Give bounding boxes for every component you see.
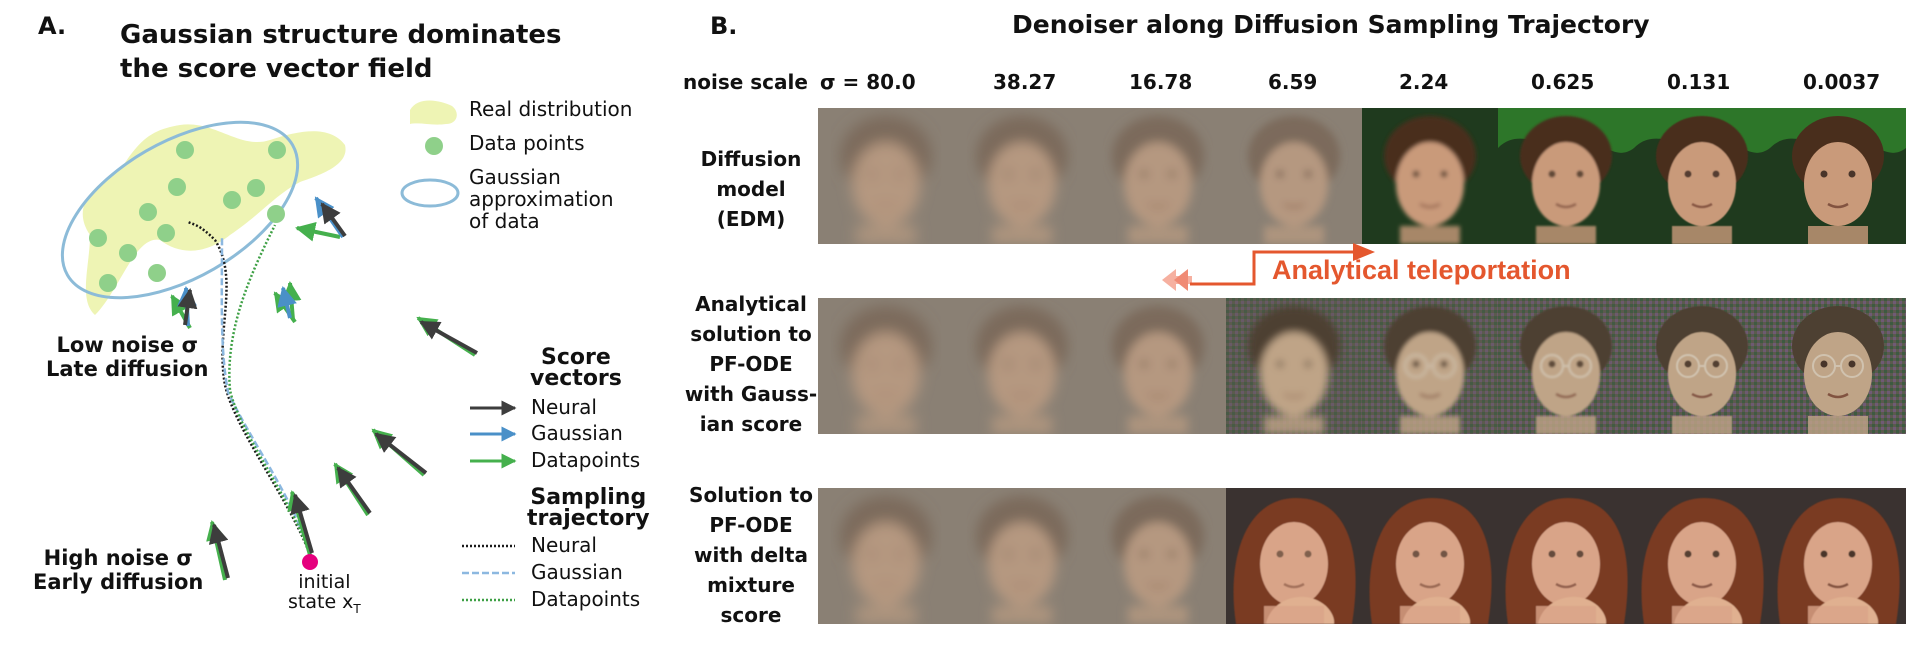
sigma-label: 0.625 [1531,70,1595,94]
initial-state-dot [302,554,318,570]
legend-score-datapoints: Datapoints [531,448,641,472]
sigma-label: 6.59 [1268,70,1318,94]
denoised-image-row2-col7 [1634,298,1770,434]
trajectory-datapoints [228,224,312,556]
high-noise-line1: High noise σ [43,546,193,570]
denoised-image-row2-col3 [1090,298,1226,434]
sampling-trajectory-heading: Sampling trajectory [527,485,650,531]
denoised-image-row2-col8 [1770,298,1906,434]
panel-a-diagram [60,100,517,602]
row-label-edm-line1: Diffusion [700,147,802,171]
denoised-image-row1-col6 [1498,108,1634,244]
row-label-delta-line1: Solution to [689,483,813,507]
row-label-gaussian-line5: ian score [699,412,803,436]
denoised-image-row1-col5 [1362,108,1498,244]
legend-traj-neural-label: Neural [531,533,597,557]
sampling-trajectory-heading-line1: Sampling [530,485,647,510]
panel-a-title: Gaussian structure dominates the score v… [120,18,562,86]
denoised-image-row1-col2 [954,108,1090,244]
gaussian-ellipse [60,120,300,300]
legend-gaussian-approx: Gaussian approximation of data [469,166,614,232]
initial-state-line1: initial [298,571,351,593]
legend-gaussian-approx-line3: of data [469,209,540,233]
denoised-image-row3-col8 [1770,488,1906,624]
row-label-edm-line2: model [716,177,786,201]
panel-b-title: Denoiser along Diffusion Sampling Trajec… [1012,10,1650,39]
denoised-image-row3-col4 [1226,488,1362,624]
legend-gaussian-approx-line1: Gaussian [469,165,561,189]
initial-state-label: initial state xT [288,572,361,619]
denoised-image-row2-col4 [1226,298,1362,434]
sigma-label: 2.24 [1399,70,1449,94]
legend-real-distribution-swatch [410,100,457,125]
row-label-gaussian-line4: with Gauss- [684,382,818,406]
sigma-label: 16.78 [1129,70,1193,94]
row-label-delta: Solution to PF-ODE with delta mixture sc… [672,480,830,630]
row-label-gaussian-line3: PF-ODE [709,352,793,376]
denoised-image-row3-col7 [1634,488,1770,624]
denoised-image-row1-col8 [1770,108,1906,244]
denoised-image-row2-col2 [954,298,1090,434]
legend-score-gaussian: Gaussian [531,421,623,445]
row-label-gaussian-line2: solution to [690,322,812,346]
panel-a-title-line2: the score vector field [120,54,433,84]
legend-data-point-swatch [425,137,443,155]
denoised-image-row3-col3 [1090,488,1226,624]
denoised-image-row2-col6 [1498,298,1634,434]
denoised-image-row3-col2 [954,488,1090,624]
data-points [89,141,286,292]
score-vectors-heading-line2: vectors [530,366,622,391]
legend-ellipse-swatch [400,178,460,208]
score-vector-field [170,196,478,581]
denoised-image-row1-col3 [1090,108,1226,244]
legend-data-points: Data points [469,131,585,155]
sigma-label: 38.27 [993,70,1057,94]
row-label-edm: Diffusion model (EDM) [672,144,830,234]
row-label-gaussian-line1: Analytical [695,292,807,316]
low-noise-line2: Late diffusion [46,357,209,381]
row-label-delta-line3: with delta [694,543,808,567]
noise-scale-label: noise scale [683,70,808,94]
panel-b-letter: B. [710,12,738,40]
denoised-image-row2-col5 [1362,298,1498,434]
high-noise-label: High noise σ Early diffusion [33,546,203,594]
row-label-delta-line2: PF-ODE [709,513,793,537]
sigma-label: 0.0037 [1803,70,1881,94]
sigma-label: 0.131 [1667,70,1731,94]
real-distribution-blob [82,124,346,315]
denoised-image-row3-col6 [1498,488,1634,624]
initial-state-line2: state xT [288,592,361,619]
sigma-label: σ = 80.0 [820,70,916,94]
legend-traj-datapoints-label: Datapoints [531,587,641,611]
initial-state-line2-text: state x [288,591,354,613]
row-label-delta-line4: mixture [707,573,795,597]
legend-real-distribution: Real distribution [469,97,633,121]
denoised-image-row1-col4 [1226,108,1362,244]
high-noise-line2: Early diffusion [33,570,204,594]
legend-traj-gaussian-label: Gaussian [531,560,623,584]
panel-a-title-line1: Gaussian structure dominates [120,20,562,50]
denoised-image-row3-col5 [1362,488,1498,624]
sampling-trajectory-heading-line2: trajectory [527,506,650,531]
denoised-image-row1-col7 [1634,108,1770,244]
denoised-image-row1-col1 [818,108,954,244]
low-noise-line1: Low noise σ [56,333,198,357]
panel-a-letter: A. [38,12,67,40]
denoised-image-row2-col1 [818,298,954,434]
legend-gaussian-approx-line2: approximation [469,187,614,211]
denoised-image-row3-col1 [818,488,954,624]
score-vectors-heading-line1: Score [541,345,611,370]
row-label-delta-line5: score [720,603,782,627]
row-label-edm-line3: (EDM) [716,207,786,231]
row-label-gaussian: Analytical solution to PF-ODE with Gauss… [672,289,830,439]
teleport-arrow [1162,243,1375,291]
score-vectors-heading: Score vectors [530,345,622,391]
legend-score-neural: Neural [531,395,597,419]
teleport-label: Analytical teleportation [1272,255,1571,285]
initial-state-subscript: T [353,601,361,616]
low-noise-label: Low noise σ Late diffusion [46,333,208,381]
